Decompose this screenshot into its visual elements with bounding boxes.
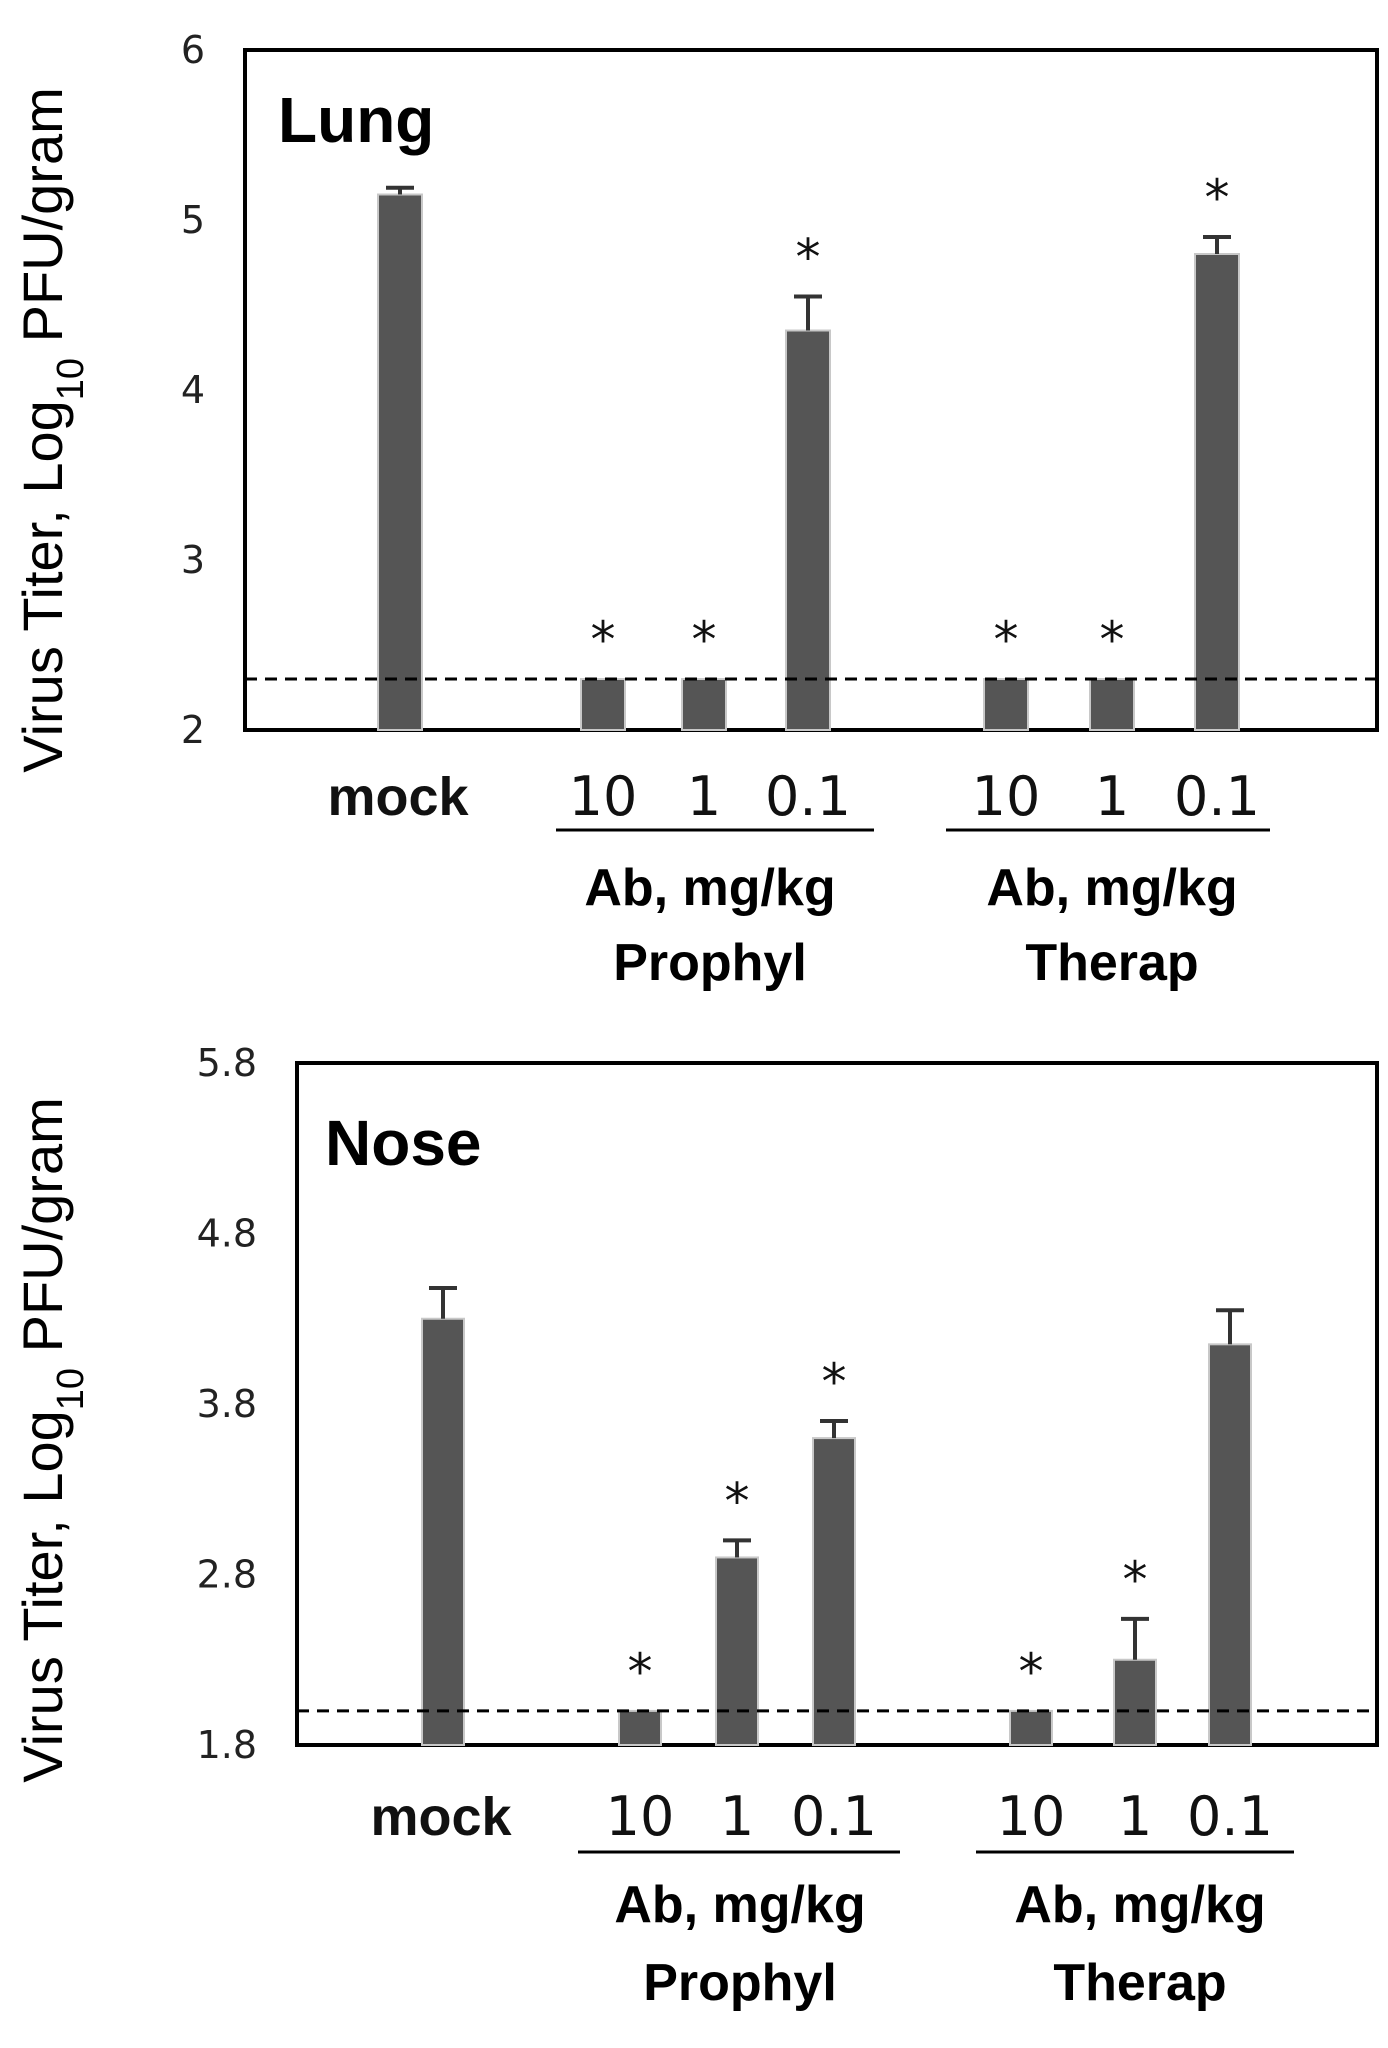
y-tick-label: 5 [181, 198, 205, 242]
bar [1089, 678, 1135, 731]
y-tick-label: 2.8 [197, 1553, 257, 1597]
y-tick-label: 4 [181, 368, 205, 412]
y-axis-label: Virus Titer, Log10 PFU/gram [11, 1097, 92, 1783]
group-label-dose: Ab, mg/kg [584, 859, 835, 917]
group-label-regimen: Prophyl [643, 1954, 837, 2012]
bar [580, 678, 626, 731]
y-tick-label: 3 [181, 538, 205, 582]
y-tick-label: 6 [181, 28, 205, 72]
x-category-label: mock [327, 767, 469, 827]
group-label-dose: Ab, mg/kg [614, 1876, 865, 1934]
x-category-label: 10 [606, 1785, 675, 1848]
bar [377, 193, 423, 731]
y-tick-label: 1.8 [197, 1723, 257, 1767]
bar [785, 329, 831, 731]
group-label-regimen: Therap [1025, 934, 1198, 992]
significance-star: * [822, 1353, 847, 1411]
significance-star: * [725, 1472, 750, 1530]
x-category-label: 1 [1095, 765, 1129, 828]
x-category-label: 1 [720, 1785, 754, 1848]
bar [421, 1317, 465, 1746]
significance-star: * [1100, 611, 1125, 669]
x-category-label: 0.1 [1174, 765, 1260, 828]
x-category-label: 10 [997, 1785, 1066, 1848]
significance-star: * [1019, 1643, 1044, 1701]
x-category-label: mock [370, 1787, 512, 1847]
x-category-label: 0.1 [765, 765, 851, 828]
significance-star: * [591, 611, 616, 669]
x-category-label: 10 [972, 765, 1041, 828]
bar [618, 1709, 662, 1747]
y-tick-label: 5.8 [197, 1041, 257, 1085]
bar [983, 678, 1029, 731]
bar [1009, 1709, 1053, 1747]
bar [1208, 1343, 1252, 1746]
x-category-label: 1 [1118, 1785, 1152, 1848]
x-category-label: 0.1 [791, 1785, 877, 1848]
x-category-label: 1 [687, 765, 721, 828]
group-label-dose: Ab, mg/kg [1014, 1876, 1265, 1934]
group-label-regimen: Prophyl [613, 934, 807, 992]
panel-label: Nose [325, 1107, 482, 1179]
y-axis-label: Virus Titer, Log10 PFU/gram [11, 87, 92, 773]
significance-star: * [628, 1643, 653, 1701]
significance-star: * [796, 229, 821, 287]
bar [1113, 1658, 1157, 1746]
group-label-regimen: Therap [1053, 1954, 1226, 2012]
y-tick-label: 4.8 [197, 1212, 257, 1256]
x-category-label: 0.1 [1187, 1785, 1273, 1848]
bar [715, 1556, 759, 1746]
significance-star: * [1123, 1551, 1148, 1609]
x-category-label: 10 [569, 765, 638, 828]
bar [812, 1437, 856, 1746]
chart-lung: 2 3 4 5 6 Virus Titer, Log10 PFU/gram Lung mock… [11, 28, 1379, 992]
y-tick-label: 3.8 [197, 1382, 257, 1426]
chart-nose: 1.8 2.8 3.8 4.8 5.8 Virus Titer, Log10 PFU/gr… [11, 1041, 1379, 2012]
group-label-dose: Ab, mg/kg [986, 859, 1237, 917]
y-tick-label: 2 [181, 708, 205, 752]
significance-star: * [692, 611, 717, 669]
significance-star: * [994, 611, 1019, 669]
panel-label: Lung [278, 84, 434, 156]
bar [681, 678, 727, 731]
bar [1194, 253, 1240, 731]
significance-star: * [1205, 169, 1230, 227]
